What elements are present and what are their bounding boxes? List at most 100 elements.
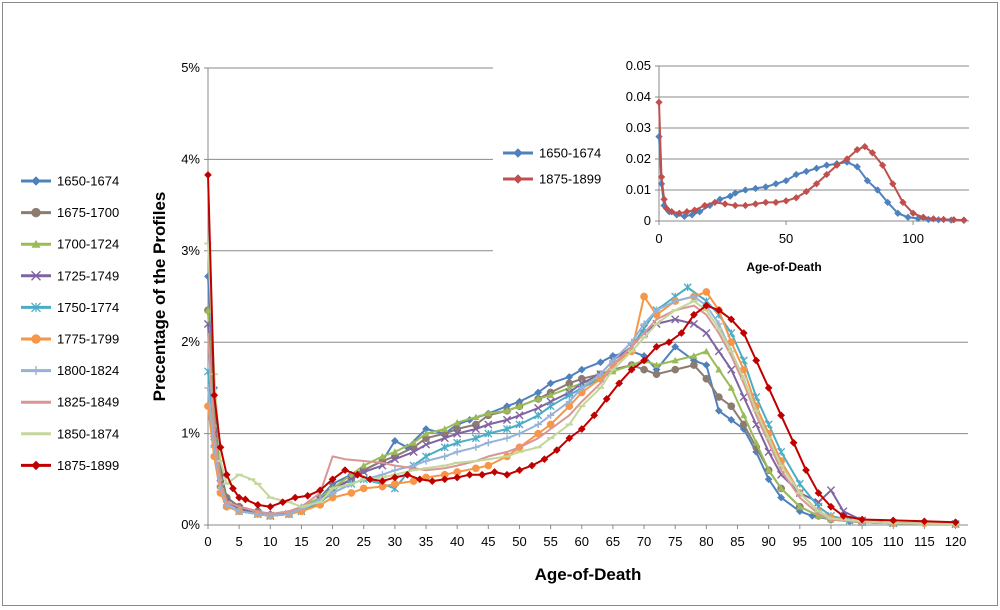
inset-point-1650-1674: [741, 186, 750, 194]
main-point-1800-1824: [628, 338, 636, 346]
main-point-1650-1674: [390, 436, 399, 445]
inset-x-axis-title: Age-of-Death: [746, 260, 821, 274]
main-point-1875-1899: [527, 461, 536, 470]
main-x-tick-label: 40: [450, 534, 464, 549]
main-point-1800-1824: [503, 434, 511, 442]
inset-point-1875-1899: [683, 207, 691, 216]
main-x-tick-label: 25: [357, 534, 371, 549]
main-point-1875-1899: [228, 484, 237, 493]
main-point-1700-1724: [652, 361, 661, 368]
inset-legend-label: 1650-1674: [539, 146, 601, 161]
inset-point-1875-1899: [853, 145, 861, 154]
inset-point-1875-1899: [660, 195, 668, 204]
main-legend-label: 1750-1774: [57, 300, 119, 315]
inset-point-1875-1899: [741, 201, 750, 210]
main-x-tick-label: 95: [793, 534, 807, 549]
main-legend-item: 1750-1774: [21, 300, 119, 315]
main-legend-label: 1675-1700: [57, 205, 119, 220]
main-point-1875-1899: [615, 379, 624, 388]
main-point-1875-1899: [241, 495, 250, 504]
inset-legend-item: 1875-1899: [503, 172, 601, 187]
main-point-1875-1899: [465, 470, 474, 479]
inset-point-1650-1674: [772, 180, 780, 188]
main-legend-label: 1825-1849: [57, 395, 119, 410]
inset-point-1875-1899: [909, 209, 917, 218]
main-point-1800-1824: [596, 370, 605, 378]
main-legend-marker: [31, 176, 41, 186]
inset-x-tick-label: 0: [655, 231, 662, 246]
inset-series: [655, 98, 968, 225]
main-point-1875-1899: [278, 498, 287, 507]
inset-point-1875-1899: [751, 200, 760, 208]
main-point-1800-1824: [422, 457, 430, 465]
inset-point-1875-1899: [822, 170, 831, 179]
inset-point-1650-1674: [726, 192, 734, 200]
main-point-1700-1724: [777, 484, 785, 492]
main-series-1875-1899: [204, 170, 960, 527]
inset-point-1650-1674: [731, 189, 739, 197]
inset-point-1650-1674: [751, 184, 760, 193]
main-point-1875-1899: [677, 329, 686, 338]
main-point-1875-1899: [490, 468, 499, 476]
main-x-tick-label: 10: [263, 534, 277, 549]
main-point-1725-1749: [453, 429, 462, 438]
main-legend-marker: [31, 334, 41, 344]
main-point-1800-1824: [565, 398, 573, 406]
main-point-1800-1824: [235, 507, 243, 515]
main-point-1875-1899: [403, 470, 412, 479]
main-x-tick-label: 50: [512, 534, 526, 549]
inset-point-1650-1674: [782, 176, 790, 185]
inset-point-1875-1899: [655, 98, 663, 107]
main-x-tick-label: 105: [851, 534, 873, 549]
inset-background: [493, 43, 989, 281]
main-point-1875-1899: [341, 466, 350, 475]
main-y-tick-label: 2%: [181, 334, 200, 349]
main-point-1700-1724: [765, 466, 773, 474]
main-x-tick-label: 85: [730, 534, 744, 549]
main-point-1875-1899: [428, 477, 437, 486]
main-point-1875-1899: [951, 518, 960, 527]
main-point-1800-1824: [690, 292, 698, 301]
main-x-tick-label: 5: [236, 534, 243, 549]
main-point-1700-1724: [453, 419, 461, 426]
inset-point-1875-1899: [889, 180, 897, 188]
main-x-tick-label: 35: [419, 534, 433, 549]
main-legend-label: 1725-1749: [57, 268, 119, 283]
main-point-1875-1899: [453, 473, 462, 482]
inset-legend: 1650-1674 1875-1899: [503, 146, 601, 187]
main-point-1875-1899: [602, 394, 611, 403]
main-point-1675-1700: [727, 402, 736, 411]
main-legend-marker: [31, 366, 41, 376]
inset-point-1875-1899: [833, 161, 841, 169]
main-point-1700-1724: [702, 347, 710, 355]
inset-point-1650-1674: [863, 176, 872, 185]
main-point-1875-1899: [235, 493, 244, 502]
main-point-1700-1724: [727, 384, 735, 391]
main-point-1750-1774: [546, 402, 555, 411]
main-x-tick-label: 80: [699, 534, 713, 549]
main-point-1775-1799: [702, 288, 711, 296]
main-point-1875-1899: [764, 383, 773, 392]
main-point-1650-1674: [596, 358, 605, 367]
main-point-1775-1799: [472, 464, 480, 473]
main-x-tick-label: 120: [945, 534, 967, 549]
main-point-1700-1724: [441, 425, 449, 432]
inset-point-1875-1899: [690, 206, 699, 214]
main-x-tick-label: 45: [481, 534, 495, 549]
main-y-tick-label: 1%: [181, 426, 200, 441]
main-point-1875-1899: [752, 356, 761, 365]
main-point-1875-1899: [291, 493, 300, 502]
main-point-1800-1824: [652, 306, 661, 314]
main-point-1700-1724: [547, 391, 555, 399]
main-legend-item: 1800-1824: [21, 363, 119, 378]
main-x-tick-label: 20: [325, 534, 339, 549]
inset-y-tick-label: 0.04: [626, 89, 651, 104]
main-point-1650-1674: [714, 406, 723, 415]
main-point-1675-1700: [652, 370, 661, 379]
main-point-1725-1749: [826, 486, 836, 495]
main-legend-item: 1675-1700: [21, 205, 119, 220]
main-legend-marker: [31, 239, 41, 248]
main-x-tick-label: 75: [668, 534, 682, 549]
main-point-1800-1824: [484, 439, 492, 447]
inset-point-1875-1899: [919, 213, 928, 222]
